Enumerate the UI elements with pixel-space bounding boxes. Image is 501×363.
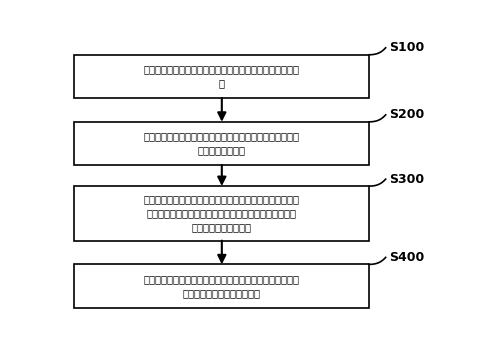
Text: 截取实际显示画面的尺寸信息，根据实际显示画面的尺寸信
息和预览图像的画面信息对所述第一坐标信息进行缩放处
理，输出第二坐标信息: 截取实际显示画面的尺寸信息，根据实际显示画面的尺寸信 息和预览图像的画面信息对所… — [144, 194, 300, 232]
FancyBboxPatch shape — [74, 186, 369, 241]
FancyBboxPatch shape — [74, 55, 369, 98]
Text: S200: S200 — [389, 108, 424, 121]
FancyBboxPatch shape — [74, 264, 369, 308]
Text: 结合所述特征点的第二坐标信息，在实际显示画面上绘制相
应的识别图像后进行叠加显示: 结合所述特征点的第二坐标信息，在实际显示画面上绘制相 应的识别图像后进行叠加显示 — [144, 274, 300, 298]
Text: 根据所述画面信息对预览图像进行特征点识别，并反馈特征
点的第一坐标信息: 根据所述画面信息对预览图像进行特征点识别，并反馈特征 点的第一坐标信息 — [144, 131, 300, 155]
Text: 提取摄像头采集到的预览图像，并计算该预览图像的画面信
息: 提取摄像头采集到的预览图像，并计算该预览图像的画面信 息 — [144, 64, 300, 89]
Text: S100: S100 — [389, 41, 424, 54]
FancyBboxPatch shape — [74, 122, 369, 165]
Text: S300: S300 — [389, 173, 424, 185]
Text: S400: S400 — [389, 251, 424, 264]
